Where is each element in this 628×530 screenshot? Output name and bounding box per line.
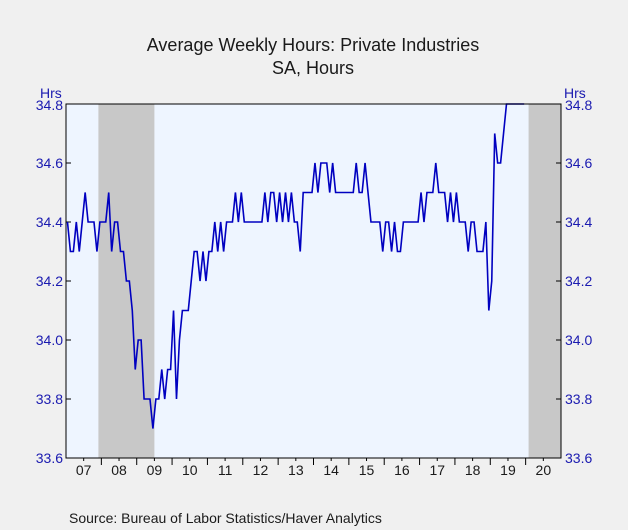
x-tick-label: 13 <box>288 462 304 478</box>
x-tick-labels: 07 08 09 10 11 12 13 14 15 16 17 18 19 20 <box>76 462 551 478</box>
x-tick-label: 15 <box>359 462 375 478</box>
y-tick-label-right: 33.6 <box>565 450 592 466</box>
x-tick-label: 17 <box>429 462 445 478</box>
recession-band-1 <box>528 104 561 458</box>
x-tick-label: 20 <box>536 462 552 478</box>
y-tick-label-right: 33.8 <box>565 391 592 407</box>
x-tick-label: 12 <box>253 462 269 478</box>
y-tick-label-right: 34.8 <box>565 97 592 113</box>
y-tick-label-right: 34.2 <box>565 273 592 289</box>
source-note: Source: Bureau of Labor Statistics/Haver… <box>69 510 382 526</box>
series-line-0 <box>66 103 525 429</box>
y-unit-right: Hrs <box>564 85 586 101</box>
chart-title: Average Weekly Hours: Private Industries <box>147 35 479 55</box>
y-tick-label-right: 34.4 <box>565 214 592 230</box>
plot-frame <box>65 103 562 459</box>
y-unit-left: Hrs <box>40 85 62 101</box>
x-tick-label: 09 <box>147 462 163 478</box>
x-tick-label: 10 <box>182 462 198 478</box>
y-tick-label-left: 33.8 <box>36 391 63 407</box>
y-tick-label-left: 34.4 <box>36 214 63 230</box>
y-tick-labels: 34.8 34.8 34.6 34.6 34.4 34.4 34.2 34.2 34.0 34.0… <box>36 97 593 466</box>
y-tick-label-left: 34.2 <box>36 273 63 289</box>
x-tick-label: 11 <box>218 462 233 478</box>
y-tick-label-left: 34.6 <box>36 155 63 171</box>
y-tick-label-left: 34.0 <box>36 332 63 348</box>
series-layer <box>66 103 525 429</box>
x-tick-label: 14 <box>323 462 339 478</box>
y-tick-label-left: 34.8 <box>36 97 63 113</box>
y-tick-label-right: 34.6 <box>565 155 592 171</box>
chart-subtitle: SA, Hours <box>272 58 354 78</box>
y-tick-label-right: 34.0 <box>565 332 592 348</box>
x-tick-label: 18 <box>465 462 481 478</box>
x-tick-label: 07 <box>76 462 92 478</box>
x-tick-label: 08 <box>111 462 127 478</box>
x-tick-label: 19 <box>500 462 516 478</box>
y-tick-label-left: 33.6 <box>36 450 63 466</box>
x-tick-label: 16 <box>394 462 410 478</box>
